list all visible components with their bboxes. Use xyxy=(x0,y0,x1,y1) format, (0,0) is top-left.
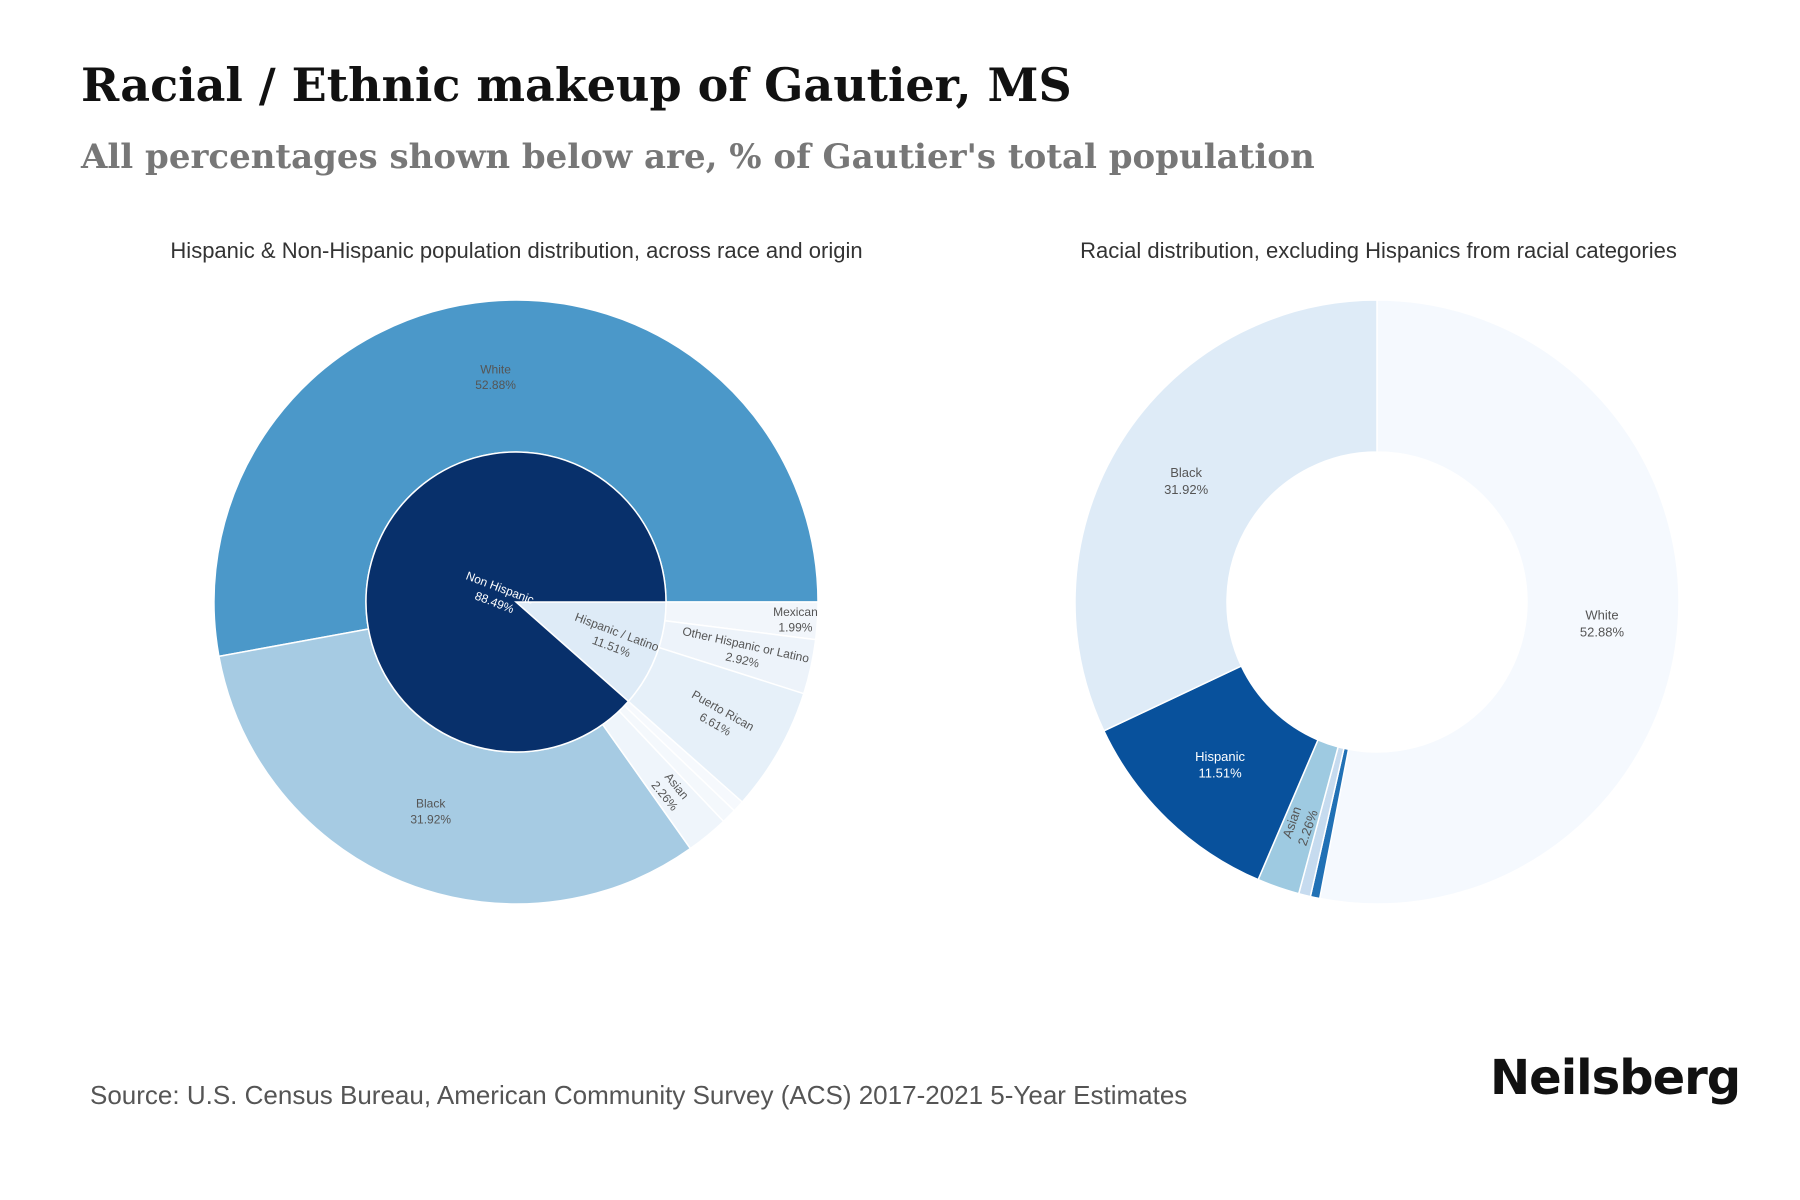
donut-label-black-line: 31.92% xyxy=(1164,482,1209,497)
outer-label-white-line: White xyxy=(480,362,511,376)
source-note: Source: U.S. Census Bureau, American Com… xyxy=(90,1080,1188,1110)
outer-label-black: Black 31.92% xyxy=(410,797,451,827)
outer-label-mexican: Mexican 1.99% xyxy=(773,605,818,635)
donut-label-hispanic-line: Hispanic xyxy=(1195,749,1245,764)
page-subtitle: All percentages shown below are, % of Ga… xyxy=(81,137,1315,177)
outer-label-mexican-line: Mexican xyxy=(773,605,818,619)
donut-label-white: White 52.88% xyxy=(1580,608,1625,640)
outer-label-white: White 52.88% xyxy=(475,362,516,392)
donut-label-white-line: 52.88% xyxy=(1580,625,1625,640)
outer-label-black-line: 31.92% xyxy=(410,812,451,826)
donut-slice-white[interactable] xyxy=(1318,299,1680,905)
donut-label-black: Black 31.92% xyxy=(1164,465,1209,497)
donut-slice-black[interactable] xyxy=(1074,299,1378,732)
neilsberg-logo: Neilsberg xyxy=(1490,1050,1741,1106)
donut-label-black-line: Black xyxy=(1170,465,1202,480)
left-chart-title: Hispanic & Non-Hispanic population distr… xyxy=(170,238,863,263)
outer-label-black-line: Black xyxy=(416,797,446,811)
donut-chart: White 52.88%Asian2.26%Hispanic 11.51%Black… xyxy=(1074,299,1680,905)
sunburst-chart: Hispanic / Latino11.51%Non Hispanic88.49… xyxy=(213,299,819,905)
page-title: Racial / Ethnic makeup of Gautier, MS xyxy=(81,58,1072,112)
donut-slice-hispanic[interactable] xyxy=(1102,665,1319,881)
inner-slice-hispanic-latino[interactable] xyxy=(514,601,667,703)
donut-label-hispanic: Hispanic 11.51% xyxy=(1195,749,1245,781)
inner-slice-non-hispanic[interactable] xyxy=(365,451,667,753)
donut-label-white-line: White xyxy=(1585,608,1618,623)
donut-slice-asian[interactable] xyxy=(1257,738,1340,895)
outer-label-white-line: 52.88% xyxy=(475,378,516,392)
donut-label-hispanic-line: 11.51% xyxy=(1199,766,1243,781)
right-chart-title: Racial distribution, excluding Hispanics… xyxy=(1080,238,1677,263)
outer-label-mexican-line: 1.99% xyxy=(778,620,812,634)
